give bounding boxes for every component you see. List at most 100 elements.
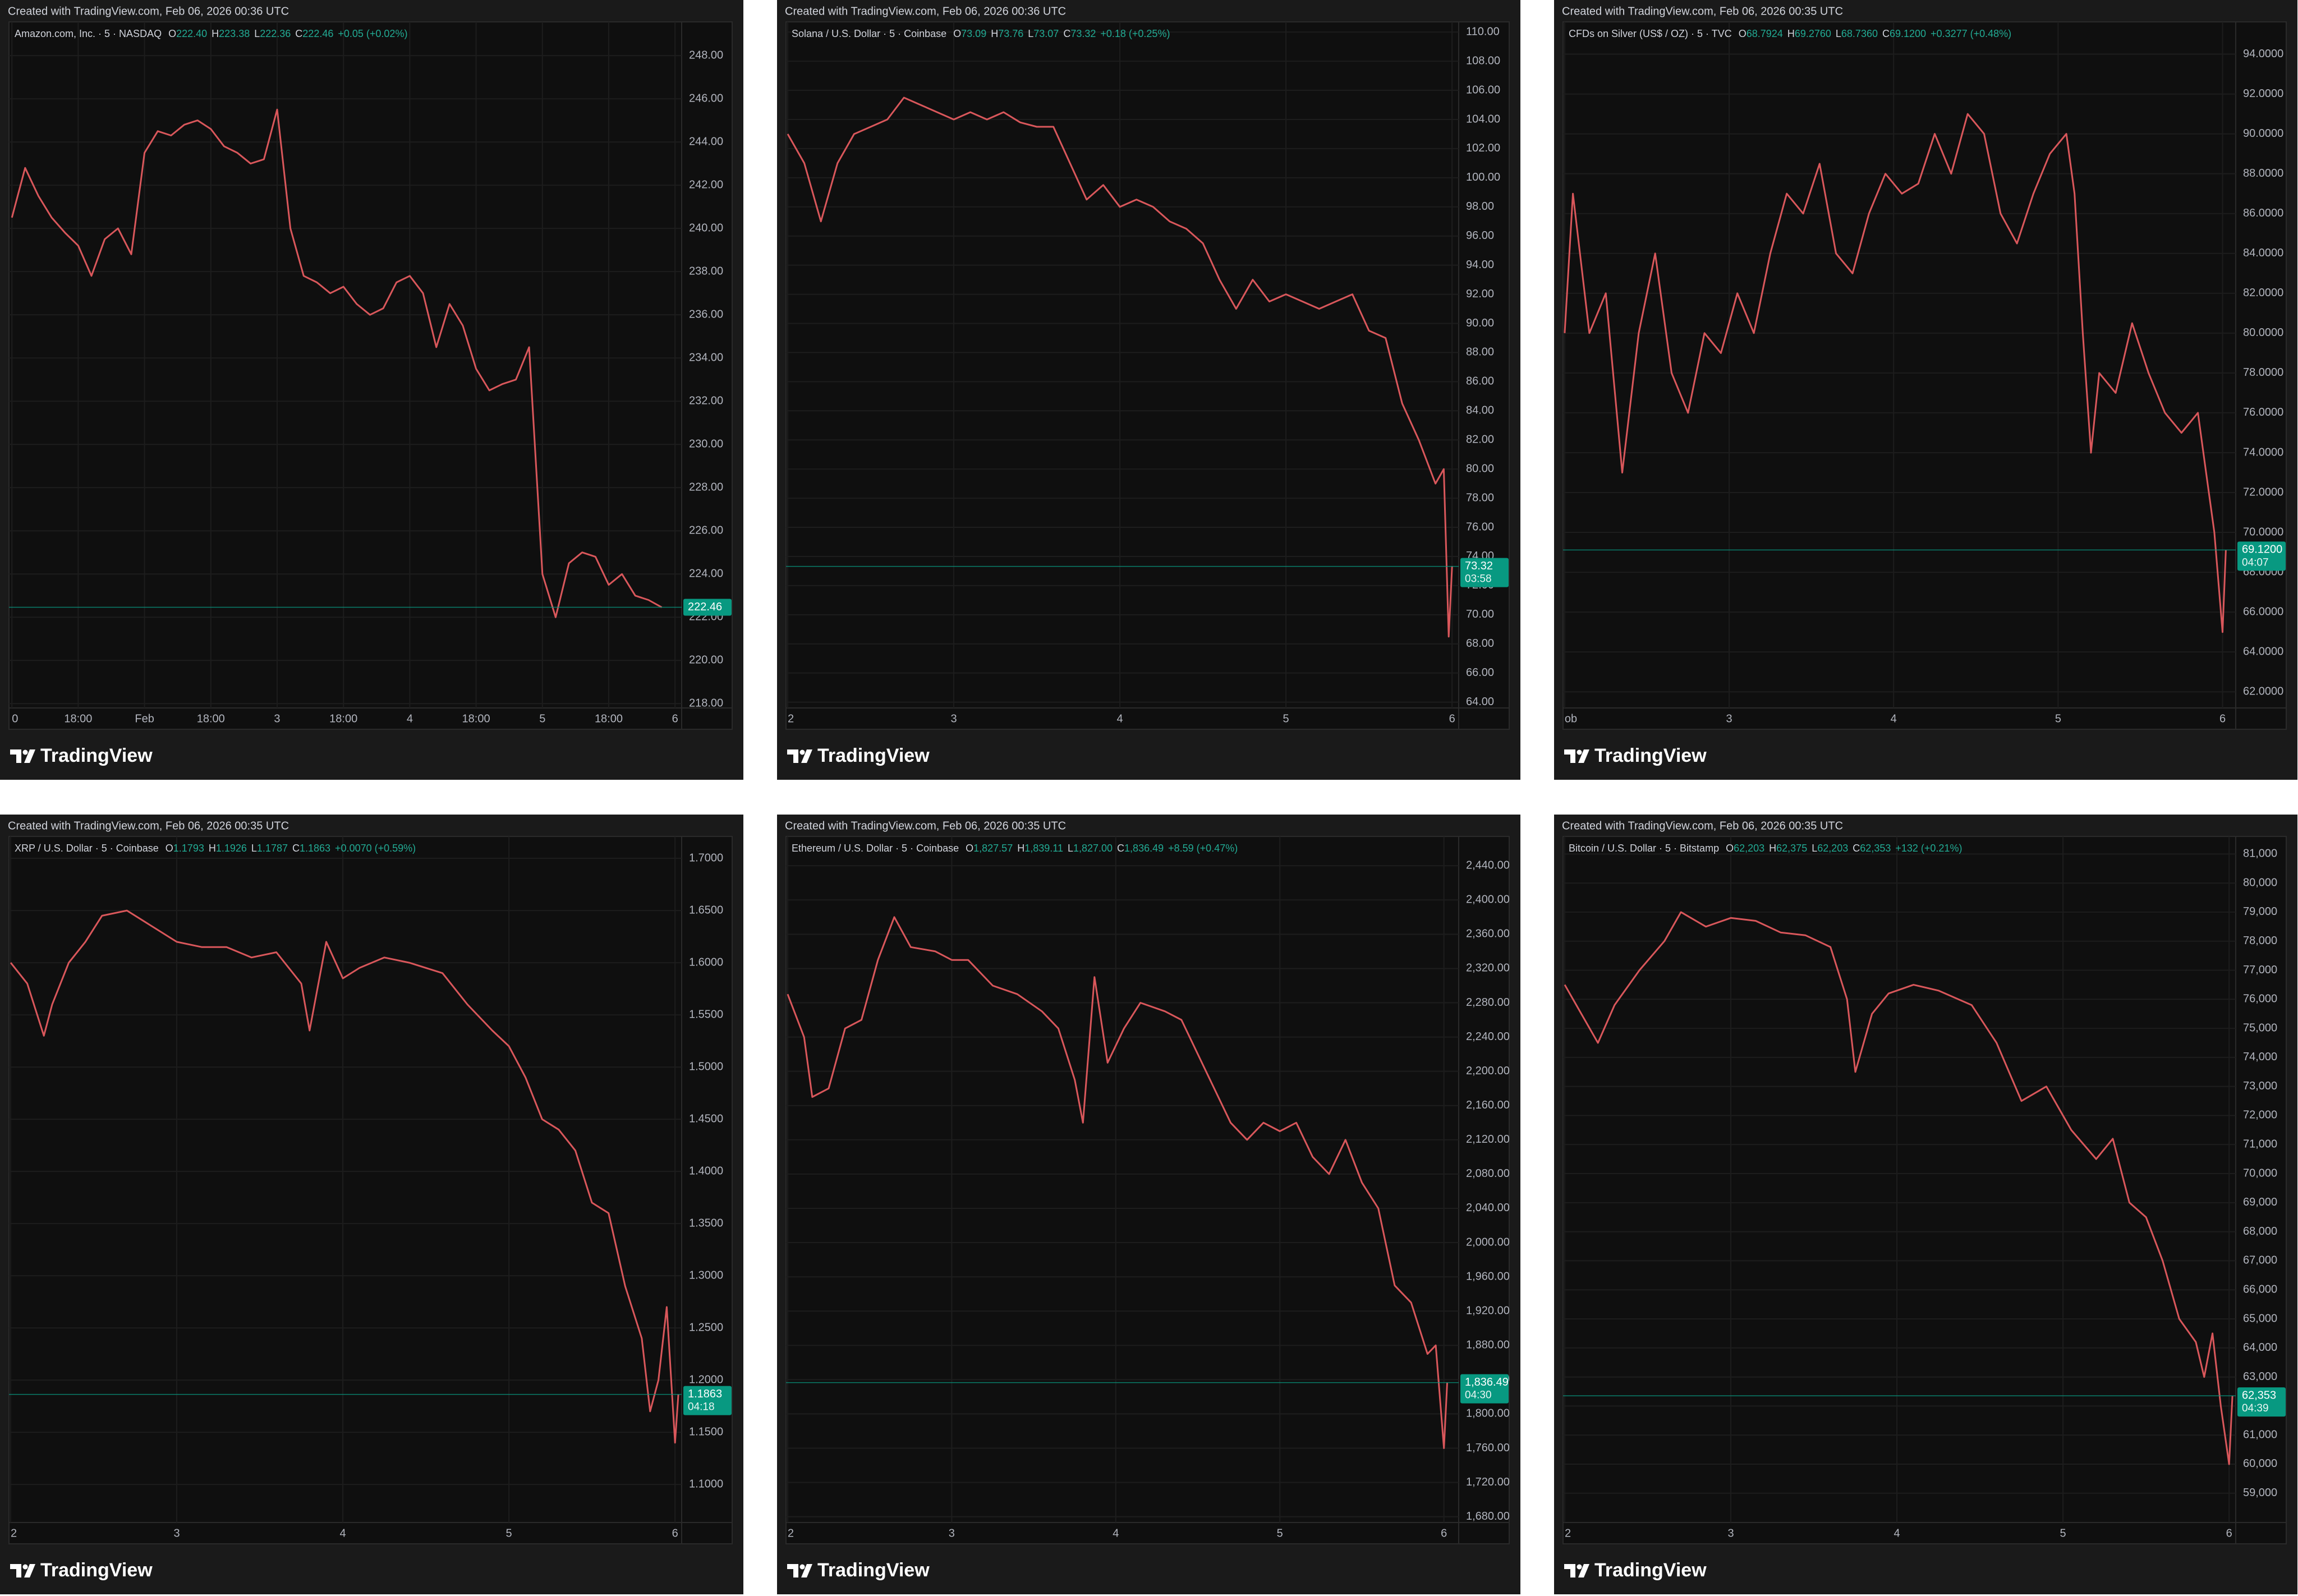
y-tick-label: 82.00 [1466,434,1494,446]
x-tick-label: 4 [407,712,413,725]
y-tick-label: 230.00 [689,438,723,450]
legend-value: 69.1200 [1890,28,1926,39]
y-tick-label: 81,000 [2243,848,2277,860]
y-tick-label: 1.3500 [689,1217,723,1229]
x-tick-label: 18:00 [197,712,225,725]
legend-title: Ethereum / U.S. Dollar · 5 · Coinbase [792,843,959,854]
y-tick-label: 66.00 [1466,666,1494,679]
price-line [10,909,679,1444]
chart-frame [785,21,1510,730]
legend-key: C [292,843,300,854]
x-tick-label: 6 [672,712,678,725]
y-tick-label: 242.00 [689,178,723,191]
y-tick-label: 2,080.00 [1466,1167,1510,1180]
y-tick-label: 2,200.00 [1466,1065,1510,1077]
brand: TradingView [1594,1560,1707,1581]
y-tick-label: 84.00 [1466,404,1494,417]
x-tick-label: 6 [2219,712,2226,725]
last-price-label: 1.1863 [688,1388,722,1400]
x-tick-label: 4 [1116,712,1123,725]
x-tick-label: 0 [12,712,18,725]
legend-value: 1.1793 [173,843,204,854]
legend-value: 62,353 [1860,843,1891,854]
y-tick-label: 2,280.00 [1466,996,1510,1009]
y-tick-label: 2,400.00 [1466,894,1510,906]
y-tick-label: 2,360.00 [1466,928,1510,940]
brand: TradingView [1594,745,1707,766]
last-price-label: 73.32 [1465,560,1493,572]
x-tick-label: 3 [949,1527,955,1539]
y-tick-label: 72.0000 [2243,486,2283,498]
chart-frame [8,836,733,1544]
chart-panel: Created with TradingView.com, Feb 06, 20… [0,815,743,1594]
legend-value: 1,827.57 [973,843,1013,854]
logo [10,749,21,763]
x-tick-label: 2 [11,1527,17,1539]
x-tick-label: Feb [135,712,154,725]
y-tick-label: 86.00 [1466,375,1494,388]
last-price-label: 69.1200 [2242,544,2282,556]
x-tick-label: 2 [788,1527,794,1539]
y-tick-label: 80.0000 [2243,326,2283,339]
y-tick-label: 1.6500 [689,904,723,916]
y-tick-label: 59,000 [2243,1487,2277,1499]
brand: TradingView [40,745,153,766]
countdown: 03:58 [1465,573,1492,585]
legend-key: C [1117,843,1124,854]
x-tick-label: 3 [173,1527,180,1539]
legend-key: H [1017,843,1024,854]
header: Created with TradingView.com, Feb 06, 20… [785,5,1066,17]
price-line [1564,113,2227,633]
x-tick-label: 3 [1726,712,1732,725]
x-tick-label: 18:00 [329,712,357,725]
x-tick-label: 3 [1727,1527,1734,1539]
logo [24,749,35,763]
y-tick-label: 80,000 [2243,876,2277,889]
y-tick-label: 1,960.00 [1466,1270,1510,1282]
countdown: 04:30 [1465,1390,1492,1401]
y-tick-label: 106.00 [1466,84,1500,96]
x-tick-label: 6 [672,1527,678,1539]
y-tick-label: 76.00 [1466,521,1494,533]
legend: Bitcoin / U.S. Dollar · 5 · Bitstamp O62,… [1569,843,1962,854]
y-tick-label: 92.0000 [2243,88,2283,100]
y-tick-label: 70.0000 [2243,526,2283,538]
x-tick-label: 18:00 [462,712,490,725]
last-price-box [683,1386,732,1415]
logo [22,749,28,755]
x-tick-label: 2 [788,712,794,725]
legend-value: 73.09 [961,28,986,39]
legend-value: 73.07 [1033,28,1059,39]
logo [1577,749,1582,755]
legend-value: 222.46 [302,28,333,39]
y-tick-label: 64.00 [1466,696,1494,708]
y-tick-label: 108.00 [1466,54,1500,67]
countdown: 04:07 [2242,556,2269,568]
logo [801,749,812,763]
price-line [787,96,1453,638]
legend-value: 1,836.49 [1124,843,1164,854]
y-tick-label: 240.00 [689,222,723,234]
y-tick-label: 1,680.00 [1466,1510,1510,1523]
y-tick-label: 246.00 [689,92,723,104]
legend-title: CFDs on Silver (US$ / OZ) · 5 · TVC [1569,28,1732,39]
y-tick-label: 90.0000 [2243,127,2283,140]
legend-value: 222.40 [176,28,207,39]
legend-value: 223.38 [219,28,250,39]
y-tick-label: 66.0000 [2243,605,2283,618]
y-tick-label: 70.00 [1466,608,1494,620]
legend: Amazon.com, Inc. · 5 · NASDAQ O222.40 H223… [15,28,407,39]
header: Created with TradingView.com, Feb 06, 20… [1562,5,1843,17]
logo [1578,1564,1589,1577]
y-tick-label: 220.00 [689,654,723,666]
header: Created with TradingView.com, Feb 06, 20… [1562,820,1843,832]
logo [1564,749,1575,763]
y-tick-label: 88.00 [1466,346,1494,358]
y-tick-label: 2,120.00 [1466,1133,1510,1146]
legend-value: 1.1926 [216,843,247,854]
y-tick-label: 1.4000 [689,1165,723,1177]
last-price-label: 1,836.49 [1465,1376,1509,1388]
legend-value: 222.36 [260,28,291,39]
legend-key: H [991,28,998,39]
y-tick-label: 76,000 [2243,993,2277,1005]
